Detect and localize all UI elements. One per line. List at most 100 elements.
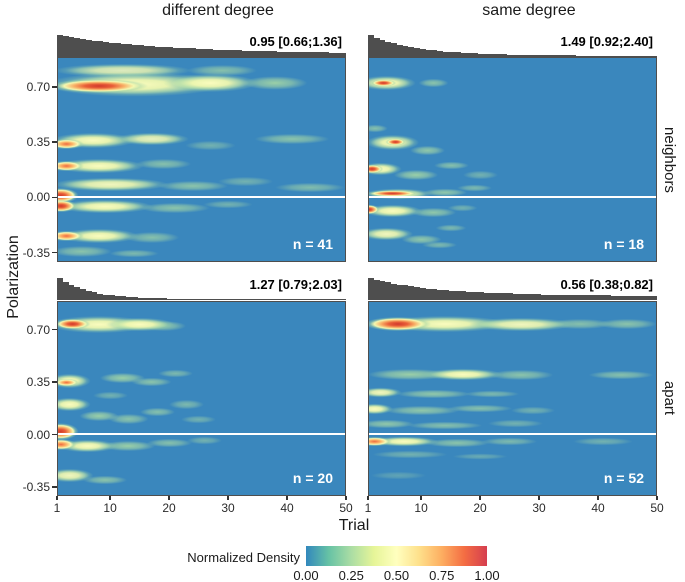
histogram-bar [62,36,69,57]
density-blob-green [104,413,152,426]
x-tick-label: 20 [162,501,176,515]
histogram-bar [553,294,559,300]
histogram-bar [391,43,397,57]
zero-line [369,195,656,198]
histogram-bar [85,290,92,300]
x-tick-label: 50 [339,501,353,515]
histogram-bar [91,40,98,57]
histogram-bar [524,55,530,57]
estimate-annotation: 1.49 [0.92;2.40] [560,34,653,49]
histogram-bar [109,295,115,300]
histogram-bar [645,55,652,57]
histogram-bar [328,299,335,300]
density-blob-red [58,421,82,441]
histogram-bar [425,49,432,57]
density-blob-red [383,138,408,147]
histogram-bar [265,51,271,57]
histogram-bar [189,48,196,57]
density-blob-green [377,405,466,416]
histogram-bar [270,299,277,300]
x-tick-label: 10 [103,501,117,515]
histogram-bar [466,291,473,300]
y-tick-mark [52,141,57,143]
density-panel-same-degree-neighbors: n = 18 [368,57,657,262]
y-tick-label: 0.00 [26,427,50,442]
density-blob-red [369,190,422,198]
histogram-bar [74,38,81,57]
histogram-bar [454,52,461,57]
histogram-bar [224,299,231,300]
histogram-bar [97,41,104,57]
histogram-bar [379,39,386,57]
density-blob-green [58,245,117,258]
histogram-bar [132,44,138,57]
x-tick-mark [227,496,229,500]
x-tick-mark [420,496,422,500]
zero-line [58,195,345,198]
histogram-bar [276,51,283,57]
density-blob-yellow [58,198,158,215]
histogram-bar [651,55,658,57]
histogram-bar [489,292,496,300]
histogram-bar [408,286,415,300]
density-field [369,302,656,495]
colorbar-tick-label: 1.00 [474,568,500,582]
histogram-bar [443,290,449,300]
histogram-bar [282,299,289,300]
density-blob-green [582,369,656,380]
histogram-bar [161,46,167,57]
histogram-bar [512,293,519,300]
histogram-bar [224,49,231,57]
y-tick-label: 0.70 [26,79,50,94]
histogram-bar [282,51,289,57]
histogram-bar [570,55,577,57]
histogram-bar [645,295,652,300]
histogram-bar [506,54,513,57]
density-blob-green [75,410,123,423]
density-blob-orange [58,377,82,387]
histogram-bar [166,298,173,300]
histogram-bar [518,54,525,57]
histogram-bar [460,291,467,300]
histogram-bar [639,295,646,300]
histogram-bar [230,299,237,300]
y-tick-mark [52,381,57,383]
colorbar [306,546,487,566]
x-tick-label: 20 [473,501,487,515]
sample-size-label: n = 41 [292,236,333,252]
x-tick-label: 40 [591,501,605,515]
histogram-bar [373,279,380,300]
density-blob-green [541,318,618,331]
histogram-bar [294,51,300,57]
colorbar-tick-label: 0.25 [338,568,364,582]
colorbar-tick-label: 0.50 [383,568,410,582]
histogram-bar [622,55,629,57]
histogram-bar [610,295,617,300]
histogram-bar [506,293,513,300]
histogram-bar [420,287,426,300]
histogram-bar [149,46,156,57]
y-tick-label: 0.35 [26,375,50,389]
y-tick-label: 0.70 [26,322,50,337]
histogram-bar [311,52,318,57]
density-blob-green [483,419,548,429]
histogram-bar [317,299,323,300]
y-tick-label: -0.35 [22,480,50,494]
histogram-bar [518,293,525,300]
histogram-bar [317,52,323,57]
histogram-bar [242,299,248,300]
density-blob-green [78,474,132,486]
histogram-bar [396,44,403,57]
density-blob-green [442,404,519,414]
histogram-bar [558,294,565,300]
density-blob-green [453,183,495,192]
histogram-bar [242,50,248,57]
histogram-bar [126,44,133,57]
density-blob-orange [58,137,88,151]
histogram-bar [97,293,104,300]
sample-size-label: n = 20 [292,470,333,486]
density-blob-red [369,204,381,215]
histogram-bar [80,289,86,300]
histogram-bar [236,299,242,300]
histogram-bar [541,55,548,57]
